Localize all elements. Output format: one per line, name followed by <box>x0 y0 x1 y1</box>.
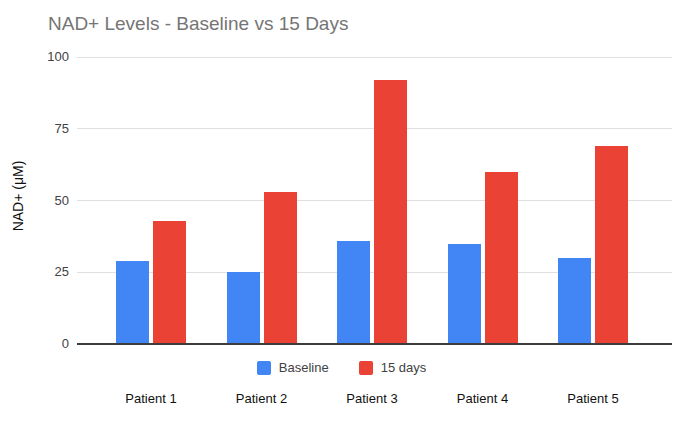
legend-item-15-days: 15 days <box>359 360 427 375</box>
y-tick-label: 50 <box>9 193 69 209</box>
bar-group-patient-2 <box>227 57 297 344</box>
bar-baseline <box>448 244 481 344</box>
y-tick-label: 100 <box>9 49 69 65</box>
chart-title: NAD+ Levels - Baseline vs 15 Days <box>48 13 348 35</box>
x-axis-labels: Patient 1 Patient 2 Patient 3 Patient 4 Pati… <box>0 391 683 407</box>
y-tick-label: 25 <box>9 264 69 280</box>
bar-15-days <box>264 192 297 344</box>
bar-group-patient-1 <box>116 57 186 344</box>
x-tick-label: Patient 2 <box>217 391 307 406</box>
x-tick-label: Patient 4 <box>438 391 528 406</box>
x-axis-line <box>77 343 672 345</box>
legend: Baseline 15 days <box>0 359 683 376</box>
x-tick-label: Patient 1 <box>106 391 196 406</box>
x-tick-label: Patient 3 <box>327 391 417 406</box>
y-tick-label: 75 <box>9 121 69 137</box>
legend-item-baseline: Baseline <box>257 360 329 375</box>
bar-group-patient-3 <box>337 57 407 344</box>
bar-baseline <box>558 258 591 344</box>
bar-group-patient-5 <box>558 57 628 344</box>
bar-15-days <box>485 172 518 344</box>
legend-label: 15 days <box>381 360 427 375</box>
legend-label: Baseline <box>279 360 329 375</box>
y-tick-label: 0 <box>9 336 69 352</box>
bar-15-days <box>374 80 407 344</box>
x-tick-label: Patient 5 <box>548 391 638 406</box>
plot-area <box>77 57 672 344</box>
bar-baseline <box>337 241 370 344</box>
bar-15-days <box>153 221 186 344</box>
bar-baseline <box>227 272 260 344</box>
legend-swatch-icon <box>257 361 271 375</box>
bar-15-days <box>595 146 628 344</box>
bar-baseline <box>116 261 149 344</box>
bar-group-patient-4 <box>448 57 518 344</box>
y-axis-ticks: 0255075100 <box>0 57 72 344</box>
legend-swatch-icon <box>359 361 373 375</box>
